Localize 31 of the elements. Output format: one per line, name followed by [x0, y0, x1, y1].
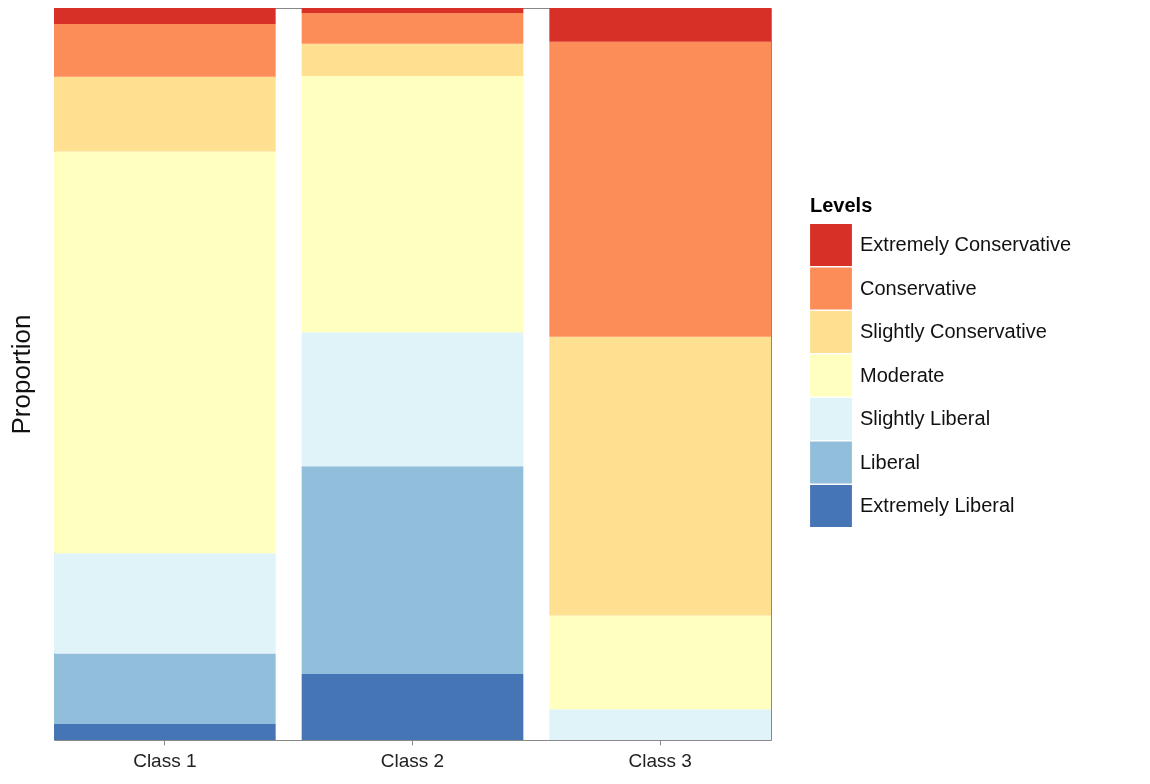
legend-label: Slightly Liberal — [860, 407, 991, 429]
bar — [301, 674, 524, 740]
x-tick-label: Class 2 — [380, 749, 445, 771]
bar — [54, 553, 276, 654]
bar — [54, 76, 276, 152]
bar — [54, 24, 276, 77]
bar — [549, 709, 771, 740]
bar — [54, 8, 276, 25]
bar — [301, 8, 524, 14]
legend-title: Levels — [810, 194, 873, 216]
bar — [54, 151, 276, 554]
legend-label: Slightly Conservative — [860, 320, 1047, 342]
bar — [301, 332, 524, 467]
bar — [54, 653, 276, 724]
bar — [301, 466, 524, 675]
bar — [54, 723, 276, 740]
bar — [549, 615, 771, 710]
bar — [301, 76, 524, 333]
x-tick-label: Class 1 — [133, 749, 197, 771]
bar — [549, 41, 771, 337]
bar — [301, 43, 524, 77]
legend-label: Extremely Conservative — [860, 233, 1072, 255]
bar — [301, 13, 524, 44]
legend-label: Liberal — [860, 450, 921, 473]
x-tick-label: Class 3 — [628, 749, 692, 771]
bar — [549, 8, 771, 42]
legend-label: Conservative — [860, 276, 977, 299]
y-axis-title: Proportion — [5, 314, 36, 435]
legend-label: Moderate — [860, 363, 945, 386]
legend-label: Extremely Liberal — [860, 494, 1015, 516]
bar — [549, 336, 771, 616]
